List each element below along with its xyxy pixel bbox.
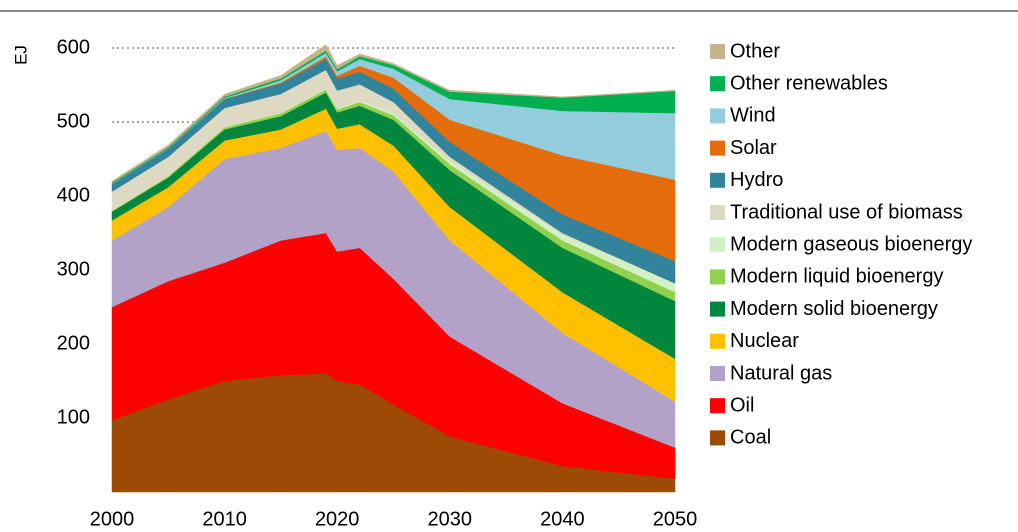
legend-swatch (710, 108, 725, 124)
area (111, 44, 676, 184)
legend-swatch (710, 333, 725, 349)
x-tick-label: 2000 (90, 508, 135, 530)
y-tick-label: 600 (57, 36, 90, 58)
y-tick-label: 200 (57, 332, 90, 354)
legend-swatch (710, 205, 725, 220)
y-tick-label: 400 (57, 184, 90, 206)
x-tick-label: 2010 (202, 508, 247, 530)
y-axis-label: EJ (11, 45, 30, 65)
legend-swatch (710, 301, 725, 317)
x-tick-label: 2020 (315, 508, 360, 530)
y-tick-label: 100 (57, 406, 90, 428)
x-tick-label: 2050 (653, 508, 698, 530)
y-tick-label: 300 (57, 258, 90, 280)
legend-label: Oil (730, 394, 754, 416)
legend-swatch (710, 269, 725, 285)
legend-label: Other (730, 40, 780, 62)
legend-swatch (710, 140, 725, 156)
legend-swatch (710, 366, 725, 381)
legend-swatch (710, 76, 725, 92)
legend-label: Modern liquid bioenergy (730, 266, 943, 288)
legend-swatch (710, 430, 725, 446)
legend-label: Solar (730, 137, 777, 159)
legend-label: Modern gaseous bioenergy (730, 233, 972, 255)
legend-label: Modern solid bioenergy (730, 298, 938, 320)
legend-label: Traditional use of biomass (730, 201, 963, 223)
x-tick-label: 2030 (428, 508, 473, 530)
legend-label: Other renewables (730, 72, 888, 94)
legend-label: Hydro (730, 169, 783, 191)
y-tick-label: 500 (57, 110, 90, 132)
legend-label: Natural gas (730, 362, 832, 384)
legend-swatch (710, 237, 725, 253)
legend-swatch (710, 398, 725, 414)
legend-label: Nuclear (730, 330, 799, 352)
x-tick-label: 2040 (540, 508, 585, 530)
legend-label: Wind (730, 105, 776, 127)
legend-label: Coal (730, 427, 771, 449)
legend-swatch (710, 44, 725, 59)
legend-swatch (710, 172, 725, 188)
